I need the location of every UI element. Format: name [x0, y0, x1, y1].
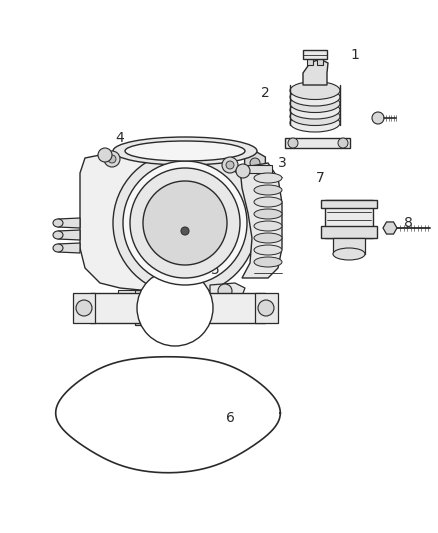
Ellipse shape [254, 185, 282, 195]
Ellipse shape [290, 114, 340, 132]
Ellipse shape [254, 245, 282, 255]
Text: 8: 8 [403, 216, 413, 230]
Circle shape [76, 300, 92, 316]
Ellipse shape [53, 244, 63, 252]
Ellipse shape [125, 141, 245, 161]
Circle shape [181, 227, 189, 235]
Polygon shape [240, 163, 282, 278]
Polygon shape [244, 151, 265, 175]
Ellipse shape [254, 257, 282, 267]
Polygon shape [58, 218, 80, 228]
Circle shape [250, 158, 260, 168]
Circle shape [226, 161, 234, 169]
Polygon shape [333, 238, 365, 254]
Text: 4: 4 [116, 131, 124, 145]
Circle shape [98, 148, 112, 162]
Ellipse shape [254, 173, 282, 183]
Ellipse shape [333, 248, 365, 260]
Circle shape [104, 151, 120, 167]
Ellipse shape [254, 197, 282, 207]
Polygon shape [73, 293, 95, 323]
Ellipse shape [290, 94, 340, 112]
Ellipse shape [290, 88, 340, 106]
Text: 6: 6 [226, 411, 234, 425]
Text: 2: 2 [261, 86, 269, 100]
Polygon shape [317, 53, 323, 65]
Circle shape [218, 284, 232, 298]
Polygon shape [130, 290, 175, 313]
Circle shape [372, 112, 384, 124]
Polygon shape [90, 293, 265, 323]
Ellipse shape [254, 221, 282, 231]
Circle shape [137, 270, 213, 346]
Polygon shape [248, 165, 272, 173]
Circle shape [113, 151, 257, 295]
Polygon shape [325, 200, 373, 238]
Polygon shape [321, 200, 377, 208]
Ellipse shape [113, 137, 257, 165]
Polygon shape [58, 243, 80, 253]
Polygon shape [383, 222, 397, 234]
Circle shape [222, 157, 238, 173]
Polygon shape [285, 138, 350, 148]
Polygon shape [58, 230, 80, 240]
Text: 7: 7 [316, 171, 325, 185]
Ellipse shape [53, 231, 63, 239]
Polygon shape [321, 226, 377, 238]
Polygon shape [255, 293, 278, 323]
Polygon shape [80, 151, 252, 290]
Circle shape [130, 168, 240, 278]
Polygon shape [250, 175, 260, 238]
Ellipse shape [53, 219, 63, 227]
Text: 5: 5 [211, 263, 219, 277]
Polygon shape [303, 50, 327, 59]
Polygon shape [210, 283, 245, 301]
Ellipse shape [290, 82, 340, 100]
Ellipse shape [254, 233, 282, 243]
Circle shape [123, 161, 247, 285]
Ellipse shape [254, 209, 282, 219]
Text: 1: 1 [350, 48, 360, 62]
Circle shape [143, 181, 227, 265]
Ellipse shape [290, 108, 340, 125]
Polygon shape [135, 313, 170, 325]
Polygon shape [303, 59, 328, 85]
Polygon shape [307, 53, 313, 65]
Circle shape [108, 155, 116, 163]
Ellipse shape [290, 101, 340, 119]
Circle shape [258, 300, 274, 316]
Circle shape [236, 164, 250, 178]
Polygon shape [118, 290, 135, 318]
Circle shape [338, 138, 348, 148]
Text: 3: 3 [278, 156, 286, 170]
Circle shape [288, 138, 298, 148]
